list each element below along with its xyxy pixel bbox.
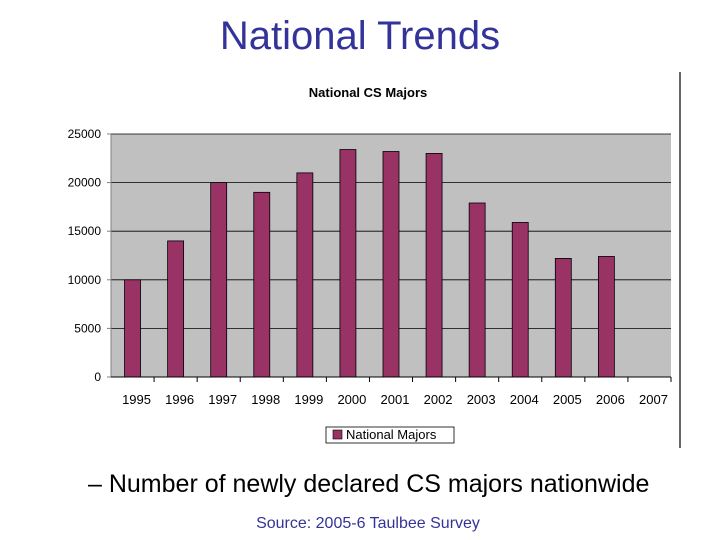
- x-tick-label: 2003: [467, 392, 496, 407]
- x-tick-label: 2006: [596, 392, 625, 407]
- x-axis-ticks: 1995 1996 1997 1998 1999 2000 2001 2002 2003 2004…: [122, 377, 672, 407]
- bar-1996: [167, 240, 185, 378]
- x-tick-label: 2007: [639, 392, 668, 407]
- bar-chart: National CS Majors 0 5000 10000 15000 20000 2…: [68, 72, 681, 448]
- caption-text: – Number of newly declared CS majors nat…: [88, 470, 650, 498]
- bar-2000: [339, 149, 357, 378]
- y-tick-label: 20000: [68, 176, 102, 190]
- x-tick-label: 2005: [553, 392, 582, 407]
- x-tick-label: 1998: [251, 392, 280, 407]
- x-tick-label: 1996: [165, 392, 194, 407]
- bar-1999: [296, 172, 314, 378]
- bar-2001: [382, 151, 400, 378]
- x-tick-label: 1999: [294, 392, 323, 407]
- y-tick-label: 25000: [68, 127, 102, 141]
- x-tick-label: 1997: [208, 392, 237, 407]
- chart-title: National CS Majors: [309, 85, 427, 100]
- bar-2004: [511, 222, 529, 378]
- bar-2006: [597, 256, 615, 378]
- x-tick-label: 2004: [510, 392, 539, 407]
- bar-1998: [253, 191, 271, 378]
- bar-2003: [468, 202, 486, 378]
- x-tick-label: 1995: [122, 392, 151, 407]
- bar-2002: [425, 153, 443, 378]
- x-tick-label: 2001: [381, 392, 410, 407]
- bar-1995: [124, 279, 141, 378]
- bar-1997: [210, 182, 228, 378]
- y-axis-ticks: 0 5000 10000 15000 20000 25000: [68, 127, 111, 384]
- chart-legend: National Majors: [325, 426, 455, 444]
- legend-swatch: [332, 429, 343, 440]
- x-tick-label: 2002: [424, 392, 453, 407]
- slide-title: National Trends: [219, 14, 501, 58]
- source-note: Source: 2005-6 Taulbee Survey: [256, 515, 480, 532]
- y-tick-label: 0: [94, 370, 101, 384]
- y-tick-label: 10000: [68, 273, 102, 287]
- bar-2005: [554, 258, 572, 378]
- y-tick-label: 15000: [68, 224, 102, 238]
- legend-label: National Majors: [346, 427, 437, 442]
- x-tick-label: 2000: [337, 392, 366, 407]
- y-tick-label: 5000: [74, 321, 101, 335]
